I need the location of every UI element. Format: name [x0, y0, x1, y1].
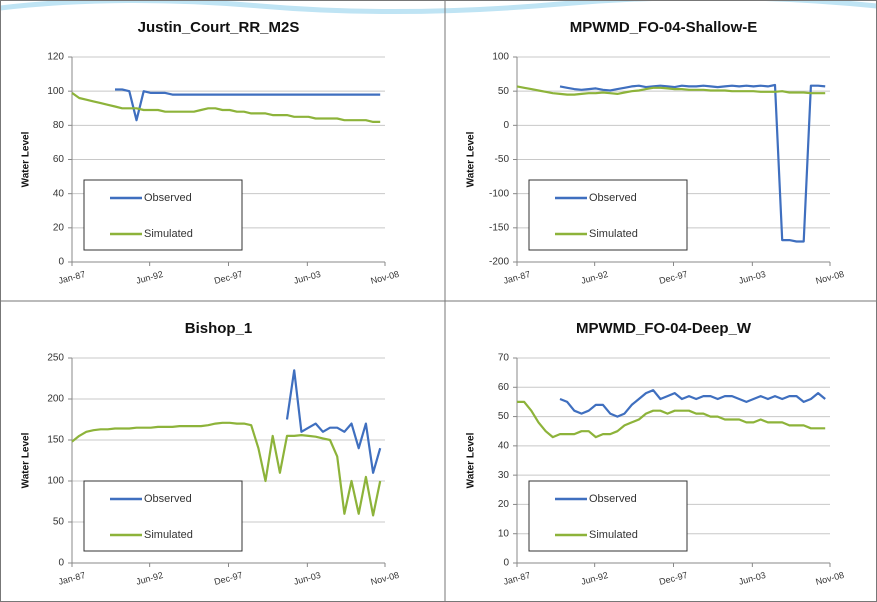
x-tick-label: Jan-87 [502, 570, 531, 587]
y-tick-label: 250 [47, 353, 64, 364]
y-tick-label: 120 [47, 52, 64, 63]
series-line [516, 85, 826, 96]
y-tick-label: 20 [498, 499, 510, 510]
y-tick-label: 40 [53, 188, 65, 199]
legend-label: Simulated [144, 228, 193, 240]
legend-label: Observed [589, 493, 637, 505]
chart-title: Bishop_1 [185, 320, 253, 337]
decor-swirl [0, 0, 877, 15]
x-tick-label: Nov-08 [370, 269, 401, 286]
chart-title: Justin_Court_RR_M2S [138, 19, 300, 36]
y-tick-label: 80 [53, 120, 65, 131]
legend-label: Simulated [589, 529, 638, 541]
x-tick-label: Nov-08 [815, 570, 846, 587]
y-tick-label: 100 [47, 476, 64, 487]
x-tick-label: Dec-97 [658, 269, 689, 286]
series-line [71, 421, 382, 517]
legend-box [528, 179, 688, 251]
x-tick-label: Jun-92 [135, 570, 164, 587]
y-tick-label: -100 [489, 188, 509, 199]
x-tick-label: Jun-03 [293, 570, 322, 587]
x-tick-label: Jan-87 [57, 570, 86, 587]
y-tick-label: -50 [495, 154, 510, 165]
y-tick-label: 40 [498, 440, 510, 451]
legend-box [83, 480, 243, 552]
y-axis-label: Water Level [21, 432, 32, 488]
y-tick-label: 0 [503, 558, 509, 569]
y-tick-label: -150 [489, 222, 509, 233]
y-tick-label: 30 [498, 470, 510, 481]
y-tick-label: 70 [498, 353, 510, 364]
chart-panel: Bishop_1 Water Level 0 50 100 150 200 250 Jan-87… [21, 320, 401, 587]
x-tick-label: Jun-03 [738, 570, 767, 587]
series-line [559, 83, 826, 243]
y-tick-label: 100 [47, 86, 64, 97]
y-tick-label: 0 [58, 558, 64, 569]
series-line [71, 92, 381, 123]
x-tick-label: Nov-08 [815, 269, 846, 286]
y-tick-label: 200 [47, 394, 64, 405]
x-tick-label: Jun-03 [293, 269, 322, 286]
series-line [559, 389, 826, 418]
chart-panel: MPWMD_FO-04-Shallow-E Water Level -200 -150… [466, 19, 846, 286]
y-tick-label: 10 [498, 528, 510, 539]
chart-title: MPWMD_FO-04-Shallow-E [570, 19, 758, 36]
chart-title: MPWMD_FO-04-Deep_W [576, 320, 752, 337]
y-tick-label: 50 [53, 517, 65, 528]
legend-label: Observed [144, 192, 192, 204]
series-line [115, 88, 381, 122]
y-tick-label: 50 [498, 86, 510, 97]
y-axis-label: Water Level [466, 131, 477, 187]
x-tick-label: Jun-92 [580, 570, 609, 587]
y-tick-label: 60 [498, 382, 510, 393]
y-tick-label: 0 [58, 257, 64, 268]
x-tick-label: Dec-97 [213, 570, 244, 587]
series-line [517, 400, 826, 439]
y-tick-label: 150 [47, 435, 64, 446]
legend-box [83, 179, 243, 251]
x-tick-label: Jun-92 [580, 269, 609, 286]
y-tick-label: 60 [53, 154, 65, 165]
series-line [285, 369, 382, 474]
legend-label: Simulated [589, 228, 638, 240]
x-tick-label: Jun-92 [135, 269, 164, 286]
y-tick-label: 20 [53, 222, 65, 233]
y-tick-label: 0 [503, 120, 509, 131]
x-tick-label: Dec-97 [213, 269, 244, 286]
x-tick-label: Jan-87 [57, 269, 86, 286]
y-tick-label: 50 [498, 411, 510, 422]
y-tick-label: 100 [492, 52, 509, 63]
x-tick-label: Nov-08 [370, 570, 401, 587]
x-tick-label: Dec-97 [658, 570, 689, 587]
chart-panel: MPWMD_FO-04-Deep_W Water Level 0 10 20 30 40 50… [466, 320, 846, 587]
x-tick-label: Jan-87 [502, 269, 531, 286]
legend-label: Observed [589, 192, 637, 204]
legend-label: Simulated [144, 529, 193, 541]
y-axis-label: Water Level [21, 131, 32, 187]
chart-panel: Justin_Court_RR_M2S Water Level 0 20 40 60 80 1… [21, 19, 401, 286]
x-tick-label: Jun-03 [738, 269, 767, 286]
y-tick-label: -200 [489, 257, 509, 268]
legend-box [528, 480, 688, 552]
legend-label: Observed [144, 493, 192, 505]
y-axis-label: Water Level [466, 432, 477, 488]
